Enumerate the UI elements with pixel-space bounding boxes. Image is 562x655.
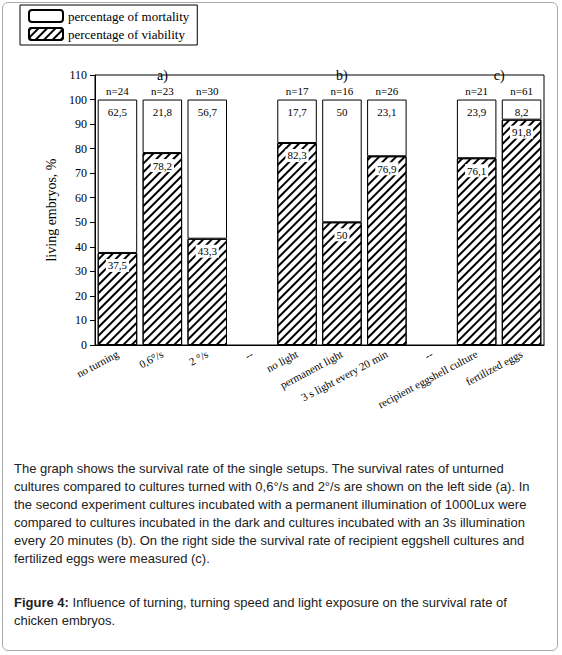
svg-text:60: 60	[75, 191, 87, 205]
svg-text:a): a)	[157, 68, 168, 84]
svg-text:recipient eggshell culture: recipient eggshell culture	[375, 347, 480, 411]
svg-text:23,1: 23,1	[377, 106, 396, 118]
svg-text:0,6°/s: 0,6°/s	[137, 348, 165, 371]
svg-text:--: --	[422, 348, 434, 362]
svg-text:fertilized eggs: fertilized eggs	[464, 348, 525, 388]
svg-text:76,1: 76,1	[467, 165, 486, 177]
svg-text:100: 100	[69, 93, 87, 107]
svg-text:70: 70	[75, 166, 87, 180]
svg-text:--: --	[243, 348, 255, 362]
svg-text:n=30: n=30	[196, 85, 219, 97]
svg-text:permanent light: permanent light	[278, 347, 345, 391]
svg-text:no turning: no turning	[74, 347, 120, 379]
svg-text:50: 50	[75, 215, 87, 229]
html-text:Figure 4: Influence of turning: Figure 4: Influence of turning, turning …	[14, 595, 507, 628]
svg-text:40: 40	[75, 240, 87, 254]
svg-text:n=23: n=23	[151, 85, 174, 97]
svg-text:c): c)	[494, 68, 505, 84]
svg-text:30: 30	[75, 264, 87, 278]
svg-text:percentage of mortality: percentage of mortality	[68, 9, 190, 24]
svg-text:0: 0	[81, 338, 87, 352]
svg-text:90: 90	[75, 117, 87, 131]
svg-text:3 s light every 20 min: 3 s light every 20 min	[299, 347, 390, 403]
svg-text:n=24: n=24	[106, 85, 129, 97]
svg-text:2 °/s: 2 °/s	[187, 348, 210, 368]
svg-text:10: 10	[75, 313, 87, 327]
svg-text:percentage of viability: percentage of viability	[68, 27, 185, 42]
svg-text:110: 110	[69, 68, 87, 82]
svg-text:n=16: n=16	[331, 85, 354, 97]
svg-text:23,9: 23,9	[467, 106, 487, 118]
svg-text:no light: no light	[264, 348, 300, 374]
svg-text:n=61: n=61	[510, 85, 533, 97]
svg-text:91,8: 91,8	[512, 126, 532, 138]
svg-text:b): b)	[336, 68, 348, 84]
svg-text:82,3: 82,3	[287, 149, 307, 161]
svg-text:n=26: n=26	[375, 85, 398, 97]
svg-text:n=21: n=21	[465, 85, 488, 97]
svg-text:37,5: 37,5	[108, 259, 128, 271]
svg-text:21,8: 21,8	[153, 106, 173, 118]
svg-text:78,2: 78,2	[153, 160, 172, 172]
svg-text:76,9: 76,9	[377, 163, 397, 175]
svg-text:50: 50	[336, 106, 348, 118]
svg-text:8,2: 8,2	[515, 106, 529, 118]
svg-text:56,7: 56,7	[198, 106, 218, 118]
svg-text:50: 50	[336, 229, 348, 241]
html-text:The graph shows the survival r: The graph shows the survival rate of the…	[14, 461, 530, 566]
svg-text:43,3: 43,3	[198, 245, 218, 257]
svg-text:62,5: 62,5	[108, 106, 128, 118]
svg-text:n=17: n=17	[286, 85, 309, 97]
svg-text:17,7: 17,7	[287, 106, 307, 118]
svg-text:20: 20	[75, 289, 87, 303]
svg-text:80: 80	[75, 142, 87, 156]
svg-text:living embryos, %: living embryos, %	[44, 158, 59, 261]
